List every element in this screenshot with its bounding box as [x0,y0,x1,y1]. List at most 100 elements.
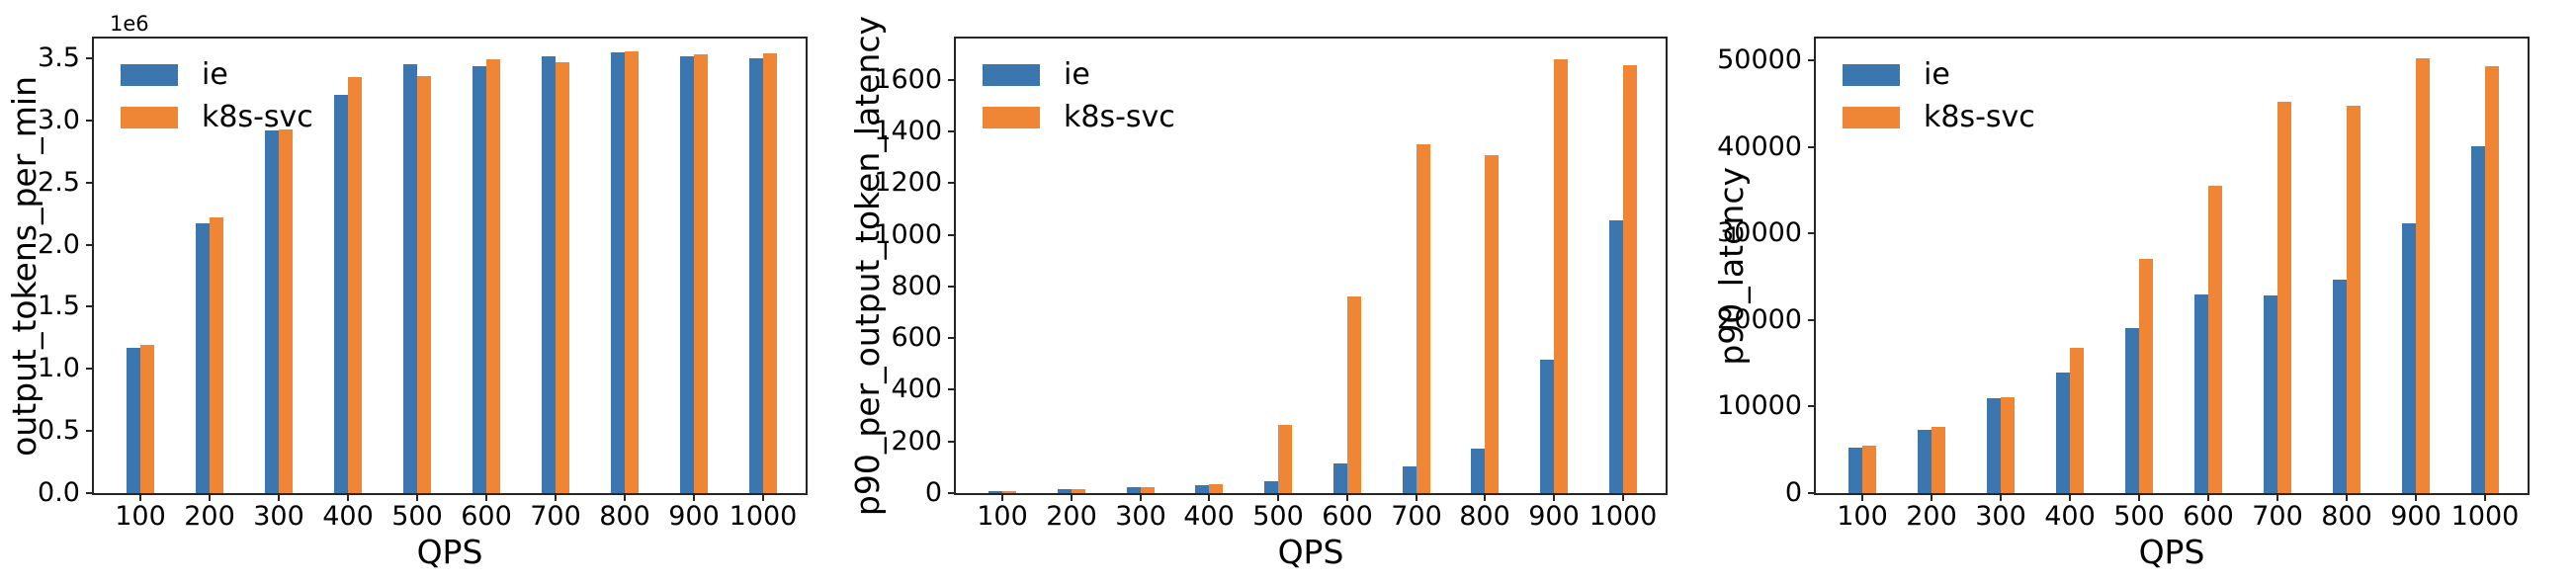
y-tick-label-1600: 1600 [874,64,942,95]
x-tick-mark-500 [416,495,418,501]
bar-k8s-svc-600 [1347,296,1361,493]
bar-k8s-svc-700 [2277,102,2291,493]
legend-label-k8s-svc: k8s-svc [202,100,313,134]
y-tick-label-200: 200 [891,426,942,457]
x-tick-label-1000: 1000 [2450,501,2520,532]
y-tick-label-10000: 10000 [1717,390,1802,421]
bar-k8s-svc-1000 [763,53,777,493]
x-axis-label: QPS [1277,533,1344,571]
bar-ie-800 [1471,449,1485,493]
x-tick-mark-900 [2415,495,2417,501]
bar-k8s-svc-900 [1554,59,1568,493]
bar-ie-800 [611,52,625,493]
bar-ie-1000 [749,58,763,493]
y-tick-label-1.5: 1.5 [38,291,80,321]
bar-ie-1000 [1609,220,1623,493]
x-tick-label-400: 400 [2044,501,2096,532]
bar-k8s-svc-200 [1072,489,1085,493]
bar-ie-100 [988,491,1002,493]
y-tick-mark-0 [948,492,954,494]
x-tick-label-300: 300 [1115,501,1166,532]
bar-k8s-svc-1000 [1623,65,1637,493]
x-tick-mark-500 [2138,495,2140,501]
x-tick-label-1000: 1000 [729,501,798,532]
bar-ie-100 [127,348,140,493]
bar-ie-500 [1264,481,1278,493]
x-tick-mark-600 [485,495,487,501]
legend-label-ie: ie [1924,57,1950,92]
y-tick-mark-1000 [948,234,954,236]
bar-ie-800 [2333,280,2347,493]
plot-area: ie k8s-svc [954,37,1668,495]
y-tick-label-0.5: 0.5 [38,415,80,446]
x-tick-label-600: 600 [1322,501,1373,532]
x-tick-label-400: 400 [1183,501,1235,532]
y-tick-label-1000: 1000 [874,219,942,250]
x-tick-label-600: 600 [461,501,512,532]
bar-ie-400 [2056,373,2070,493]
y-tick-label-800: 800 [891,271,942,301]
x-tick-label-400: 400 [322,501,374,532]
bar-ie-500 [403,64,417,493]
y-tick-label-3.5: 3.5 [38,42,80,73]
x-tick-label-600: 600 [2183,501,2234,532]
bar-k8s-svc-900 [694,54,708,493]
x-tick-label-900: 900 [1528,501,1580,532]
y-tick-mark-200 [948,441,954,443]
bar-ie-600 [1333,463,1347,493]
y-tick-label-0: 0 [924,477,942,508]
x-tick-label-800: 800 [2321,501,2372,532]
y-tick-label-1.0: 1.0 [38,353,80,383]
x-tick-mark-800 [2346,495,2348,501]
legend-label-ie: ie [202,57,228,92]
bar-k8s-svc-600 [2208,186,2222,493]
bar-k8s-svc-500 [417,76,431,493]
y-tick-mark-20000 [1808,319,1814,321]
bar-ie-600 [472,66,486,493]
bar-k8s-svc-900 [2416,58,2430,493]
y-tick-mark-3.0 [86,120,92,122]
y-tick-mark-0.0 [86,492,92,494]
x-axis-label: QPS [416,533,483,571]
legend-swatch-k8s-svc [983,107,1040,128]
bar-ie-1000 [2471,146,2485,493]
x-tick-mark-100 [139,495,141,501]
y-tick-label-600: 600 [891,322,942,353]
bar-k8s-svc-300 [2001,397,2015,493]
legend-swatch-k8s-svc [1843,107,1900,128]
x-tick-mark-1000 [2484,495,2486,501]
x-tick-label-900: 900 [668,501,720,532]
y-tick-mark-1200 [948,182,954,184]
x-tick-label-800: 800 [599,501,650,532]
y-tick-mark-50000 [1808,59,1814,61]
y-tick-mark-1600 [948,79,954,81]
x-tick-mark-1000 [762,495,764,501]
bar-k8s-svc-400 [348,77,362,493]
y-tick-mark-3.5 [86,57,92,59]
x-tick-label-200: 200 [1046,501,1097,532]
y-axis-label-box: p90_latency [1709,39,1753,493]
x-tick-label-500: 500 [2113,501,2165,532]
y-tick-label-30000: 30000 [1717,217,1802,248]
bar-ie-300 [265,130,279,493]
y-tick-label-3.0: 3.0 [38,105,80,135]
plot-area: ie k8s-svc [92,37,808,495]
y-tick-label-0.0: 0.0 [38,477,80,508]
bar-ie-200 [1918,430,1932,493]
bar-ie-600 [2194,294,2208,493]
bar-ie-300 [1987,398,2001,493]
bar-ie-300 [1127,487,1141,493]
x-tick-mark-200 [1071,495,1073,501]
y-tick-mark-0 [1808,492,1814,494]
y-tick-mark-800 [948,286,954,288]
bar-k8s-svc-700 [556,62,569,493]
x-tick-label-900: 900 [2390,501,2442,532]
y-tick-mark-2.5 [86,182,92,184]
legend-swatch-k8s-svc [121,107,178,128]
bar-ie-400 [334,95,348,493]
bar-ie-400 [1195,485,1209,493]
y-tick-label-2.5: 2.5 [38,167,80,198]
x-tick-mark-900 [693,495,695,501]
bar-ie-700 [2264,295,2277,493]
bar-k8s-svc-100 [1862,446,1876,493]
